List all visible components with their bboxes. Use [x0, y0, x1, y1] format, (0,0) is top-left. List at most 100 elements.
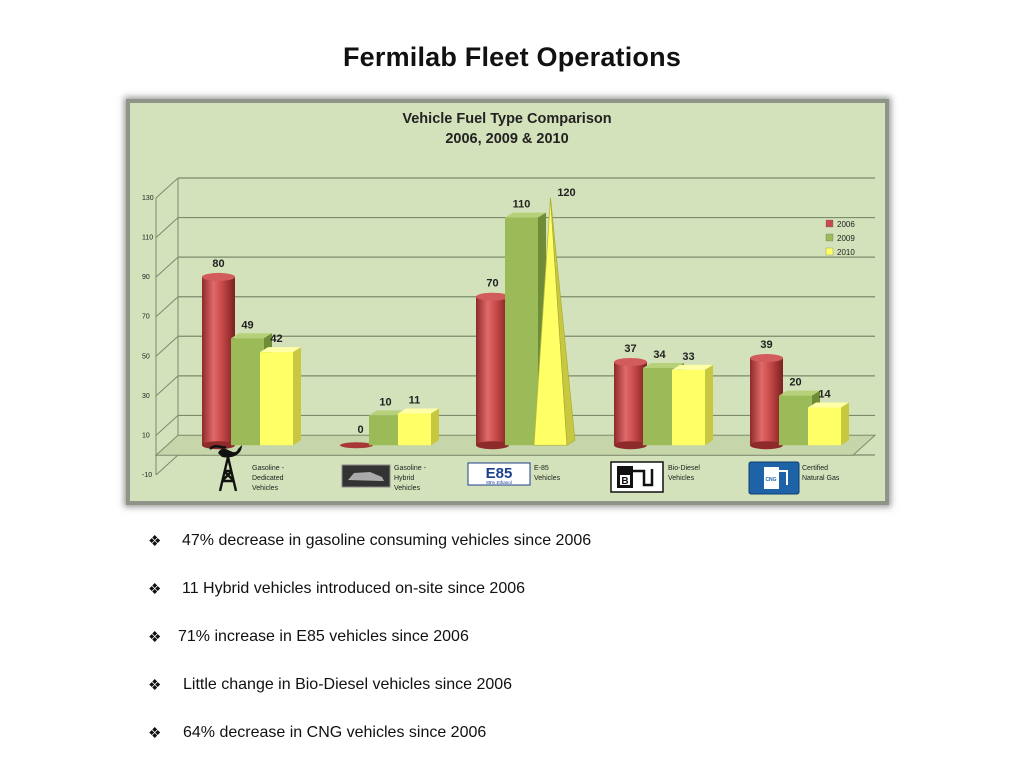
- chart-subtitle: 2006, 2009 & 2010: [445, 131, 568, 147]
- oil-splash-shape: [209, 445, 227, 450]
- category-label: Certified: [802, 465, 828, 472]
- y-tick-label: 50: [142, 353, 150, 360]
- bullet-item: ❖ 64% decrease in CNG vehicles since 200…: [148, 722, 486, 744]
- bullet-text: 47% decrease in gasoline consuming vehic…: [182, 532, 592, 549]
- data-label: 33: [682, 351, 694, 363]
- data-label: 120: [557, 187, 575, 199]
- gridline-side: [155, 375, 179, 397]
- oil-splash-shape: [218, 445, 242, 458]
- bullet-text: Little change in Bio-Diesel vehicles sin…: [183, 676, 513, 693]
- gridline-side: [155, 217, 179, 238]
- gridline-side: [155, 335, 179, 357]
- bullet-marker-icon: ❖: [148, 677, 162, 694]
- bar-2006-base: [750, 441, 783, 450]
- bar-2006: [614, 362, 647, 446]
- gridline-side: [155, 296, 179, 318]
- bullet-item: ❖ 47% decrease in gasoline consuming veh…: [148, 530, 591, 552]
- data-label: 42: [270, 333, 282, 345]
- y-tick-label: 130: [142, 195, 154, 202]
- bar-2006-top: [750, 354, 783, 363]
- bar-2006: [202, 276, 235, 446]
- category-label: Vehicles: [668, 475, 695, 482]
- bar-2006-base: [614, 441, 647, 450]
- y-tick-label: 110: [142, 235, 153, 242]
- gridline-side: [155, 454, 179, 476]
- data-label: 11: [409, 394, 421, 406]
- bar-2010-side: [293, 347, 301, 446]
- category-label: Vehicles: [394, 485, 421, 492]
- bar-2010-side: [705, 364, 713, 446]
- legend-swatch: [825, 247, 834, 256]
- pump-hose: [633, 469, 654, 487]
- bullet-item: ❖ 11 Hybrid vehicles introduced on-site …: [148, 578, 525, 600]
- y-tick-label: 90: [142, 274, 150, 281]
- gridline-side: [155, 177, 179, 199]
- category-label: Dedicated: [252, 475, 284, 482]
- bar-2009: [643, 367, 676, 446]
- e85-logo-subtext: 85% Ethanol: [486, 480, 512, 485]
- hybrid-car-shape: [348, 472, 384, 481]
- bar-2010: [398, 413, 431, 446]
- category-label: Bio-Diesel: [668, 465, 700, 472]
- bar-2010: [672, 369, 705, 446]
- gridline-side: [155, 256, 179, 278]
- bar-2009: [505, 217, 538, 446]
- bar-2009: [779, 395, 812, 446]
- data-label: 110: [513, 199, 531, 211]
- bullet-text: 11 Hybrid vehicles introduced on-site si…: [182, 580, 526, 597]
- bar-2006-top: [614, 358, 647, 367]
- y-tick-label: 30: [142, 393, 150, 400]
- cng-hose: [779, 470, 788, 485]
- legend-swatch: [825, 219, 834, 228]
- data-label: 70: [486, 278, 498, 290]
- bar-2006-base: [476, 441, 509, 450]
- data-label: 14: [818, 389, 831, 401]
- bar-2010-top: [808, 402, 849, 408]
- bar-2010-top: [398, 408, 439, 414]
- bar-2010-top: [672, 364, 713, 370]
- category-label: Gasoline -: [394, 465, 427, 472]
- fuel-type-chart: Vehicle Fuel Type Comparison 2006, 2009 &…: [142, 111, 877, 495]
- oil-derrick-icon: [209, 445, 242, 492]
- legend-label: 2009: [837, 234, 855, 243]
- bullet-marker-icon: ❖: [148, 629, 162, 646]
- bar-2009: [231, 338, 264, 446]
- biodiesel-pump-text: B: [621, 476, 628, 487]
- bullet-item: ❖ Little change in Bio-Diesel vehicles s…: [148, 674, 512, 696]
- gridline-side: [155, 415, 179, 436]
- category-label: Hybrid: [394, 475, 414, 482]
- data-label: 0: [357, 424, 363, 436]
- bar-2010-pyramid-side: [550, 197, 576, 446]
- derrick-frame: [218, 456, 238, 492]
- e85-logo-text: E85: [486, 465, 513, 482]
- bullet-text: 64% decrease in CNG vehicles since 2006: [183, 724, 487, 741]
- bullet-item: ❖ 71% increase in E85 vehicles since 200…: [148, 626, 469, 648]
- bar-2009-top: [779, 390, 820, 396]
- data-label: 80: [212, 258, 224, 270]
- bar-2009-top: [231, 333, 272, 339]
- y-tick-label: -10: [142, 472, 152, 479]
- legend-label: 2006: [837, 220, 855, 229]
- bullet-marker-icon: ❖: [148, 581, 162, 598]
- bar-2010: [260, 352, 293, 446]
- bar-2010-top: [260, 347, 301, 353]
- bullet-marker-icon: ❖: [148, 725, 162, 742]
- data-label: 39: [760, 339, 772, 351]
- data-label: 10: [379, 396, 391, 408]
- category-label: Vehicles: [252, 485, 279, 492]
- chart-frame: Vehicle Fuel Type Comparison 2006, 2009 &…: [126, 99, 889, 505]
- cng-pump-body: [764, 467, 779, 489]
- category-label: E-85: [534, 465, 549, 472]
- data-label: 37: [624, 343, 636, 355]
- bar-2009-top: [643, 362, 684, 368]
- bar-2009-top: [505, 212, 546, 218]
- bar-2006: [476, 296, 509, 446]
- e85-logo-icon: [467, 462, 531, 486]
- bar-2006: [750, 358, 783, 446]
- y-tick-label: 10: [142, 432, 150, 439]
- bar-2010-side: [431, 408, 439, 446]
- y-tick-label: 70: [142, 314, 150, 321]
- category-label: Vehicles: [534, 475, 561, 482]
- data-label: 34: [653, 349, 666, 361]
- chart-title: Vehicle Fuel Type Comparison: [402, 111, 611, 127]
